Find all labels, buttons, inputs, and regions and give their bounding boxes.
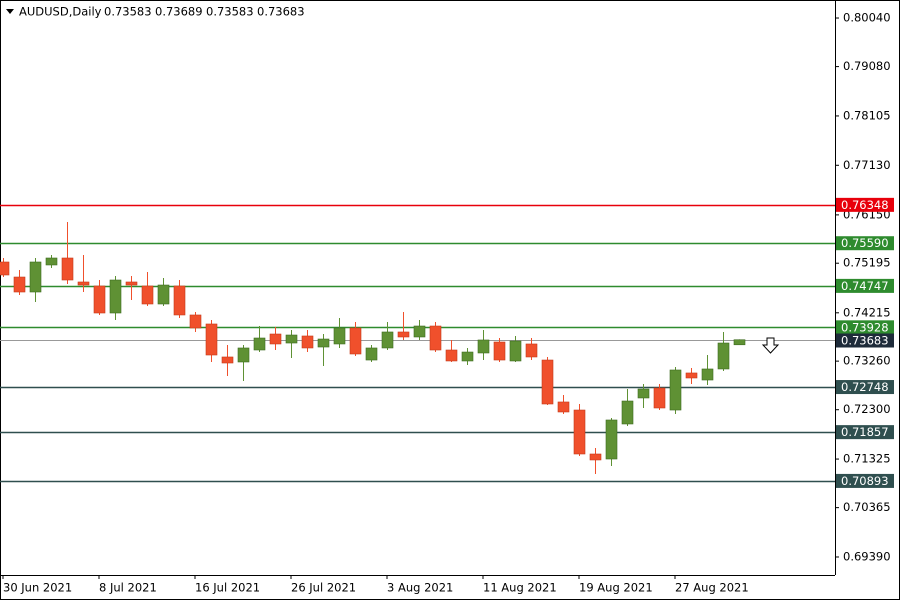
last-price-box bbox=[836, 333, 894, 348]
candle-body bbox=[285, 334, 298, 344]
y-tick-label: 0.70365 bbox=[843, 500, 891, 514]
axes: 0.800400.790800.781050.771300.761500.751… bbox=[2, 11, 894, 595]
level-label-box bbox=[836, 320, 894, 335]
y-tick-label: 0.71325 bbox=[843, 452, 891, 466]
candle-body bbox=[189, 314, 202, 329]
level-label: 0.70893 bbox=[841, 474, 889, 488]
candle-body bbox=[525, 343, 538, 358]
candle-body bbox=[717, 342, 730, 370]
candle-body bbox=[269, 333, 282, 345]
level-label: 0.71857 bbox=[841, 425, 889, 439]
candle-body bbox=[0, 261, 10, 276]
level-label-box bbox=[836, 236, 894, 251]
candle-body bbox=[13, 276, 26, 293]
level-label-box bbox=[836, 380, 894, 395]
candle-body bbox=[333, 327, 346, 345]
candle-body bbox=[93, 285, 106, 314]
level-label: 0.72748 bbox=[841, 380, 889, 394]
x-tick-label: 8 Jul 2021 bbox=[99, 581, 157, 595]
candle-body bbox=[701, 368, 714, 381]
candle-body bbox=[653, 387, 666, 409]
level-label-box bbox=[836, 473, 894, 488]
candle-body bbox=[77, 281, 90, 286]
candle-body bbox=[477, 339, 490, 354]
level-label-box bbox=[836, 197, 894, 212]
candle-body bbox=[461, 351, 474, 362]
candle-body bbox=[589, 453, 602, 461]
level-label-box bbox=[836, 278, 894, 293]
x-tick-label: 27 Aug 2021 bbox=[675, 581, 749, 595]
level-label: 0.74747 bbox=[841, 279, 889, 293]
candle-body bbox=[573, 409, 586, 455]
candle-body bbox=[253, 337, 266, 351]
candle-body bbox=[637, 388, 650, 399]
ohlc-close: 0.73683 bbox=[257, 5, 305, 19]
y-tick-label: 0.69390 bbox=[843, 549, 891, 563]
candle-body bbox=[349, 327, 362, 355]
candle-body bbox=[557, 401, 570, 413]
x-tick-label: 19 Aug 2021 bbox=[579, 581, 653, 595]
candle-body bbox=[317, 338, 330, 348]
candle-body bbox=[509, 340, 522, 362]
candle-body bbox=[397, 331, 410, 338]
candle-body bbox=[493, 341, 506, 361]
candle-body bbox=[141, 285, 154, 305]
candle-body bbox=[669, 369, 682, 411]
ohlc-low: 0.73583 bbox=[206, 5, 254, 19]
y-tick-label: 0.75195 bbox=[843, 256, 891, 270]
candle-body bbox=[61, 257, 74, 281]
chart-title: AUDUSD,Daily bbox=[19, 5, 102, 19]
ohlc-high: 0.73689 bbox=[155, 5, 203, 19]
last-price-label: 0.73683 bbox=[841, 334, 889, 348]
x-tick-label: 16 Jul 2021 bbox=[195, 581, 260, 595]
ohlc-open: 0.73583 bbox=[104, 5, 152, 19]
y-tick-label: 0.74215 bbox=[843, 305, 891, 319]
y-tick-label: 0.72300 bbox=[843, 402, 891, 416]
candle-body bbox=[733, 339, 746, 346]
candle-body bbox=[413, 325, 426, 338]
y-tick-label: 0.73260 bbox=[843, 354, 891, 368]
candle-body bbox=[237, 347, 250, 363]
candle-body bbox=[125, 281, 138, 286]
level-label: 0.76348 bbox=[841, 198, 889, 212]
candle-body bbox=[45, 257, 58, 266]
candle-body bbox=[445, 349, 458, 362]
candle-body bbox=[173, 285, 186, 316]
candle-body bbox=[29, 261, 42, 293]
candle-body bbox=[365, 347, 378, 361]
plot-area bbox=[0, 204, 835, 483]
candle-body bbox=[605, 419, 618, 460]
candle-body bbox=[205, 323, 218, 356]
level-label: 0.73928 bbox=[841, 320, 889, 334]
candle-body bbox=[221, 356, 234, 364]
candle-body bbox=[429, 325, 442, 351]
candle-body bbox=[157, 284, 170, 305]
x-tick-label: 11 Aug 2021 bbox=[483, 581, 557, 595]
x-tick-label: 30 Jun 2021 bbox=[3, 581, 72, 595]
sell-arrow bbox=[761, 337, 780, 354]
candle-body bbox=[621, 400, 634, 425]
candle-body bbox=[685, 372, 698, 379]
candle-body bbox=[301, 335, 314, 349]
menu-arrow bbox=[6, 9, 14, 14]
candle-body bbox=[541, 359, 554, 405]
y-tick-label: 0.79080 bbox=[843, 59, 891, 73]
level-label: 0.75590 bbox=[841, 236, 889, 250]
x-tick-label: 26 Jul 2021 bbox=[291, 581, 356, 595]
y-tick-label: 0.77130 bbox=[843, 158, 891, 172]
x-tick-label: 3 Aug 2021 bbox=[387, 581, 453, 595]
y-tick-label: 0.78105 bbox=[843, 108, 891, 122]
level-label-box bbox=[836, 425, 894, 440]
y-tick-label: 0.80040 bbox=[843, 11, 891, 25]
candle-body bbox=[109, 279, 122, 314]
candle-body bbox=[381, 331, 394, 349]
